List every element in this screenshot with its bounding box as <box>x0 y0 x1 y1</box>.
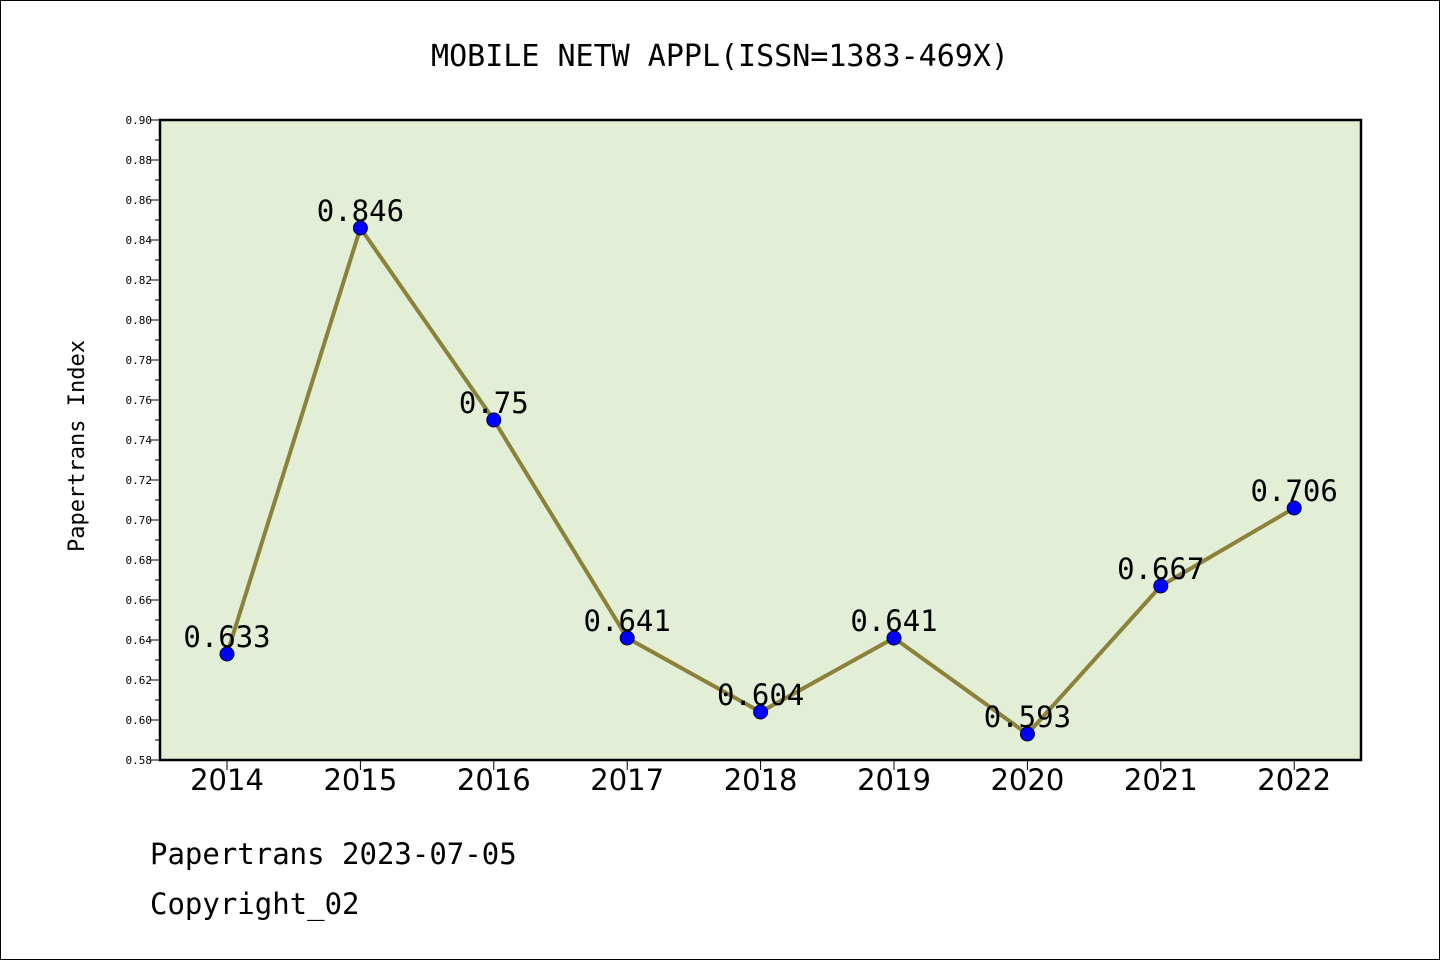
y-tick-label: 0.72 <box>126 474 153 487</box>
data-point <box>1019 726 1035 742</box>
x-tick-label: 2014 <box>190 763 264 797</box>
chart-title: MOBILE NETW APPL(ISSN=1383-469X) <box>431 39 1009 74</box>
data-label: 0.846 <box>317 194 404 228</box>
x-tick-label: 2018 <box>724 763 798 797</box>
data-point <box>753 704 769 720</box>
y-tick-label: 0.78 <box>126 354 153 367</box>
x-tick-label: 2016 <box>457 763 531 797</box>
y-axis-ticks: 0.58 0.60 0.62 0.64 0.66 0.68 0.70 0.72 0.74 0.76… <box>126 114 160 767</box>
y-tick-label: 0.74 <box>126 434 153 447</box>
y-tick-label: 0.66 <box>126 594 153 607</box>
data-point <box>219 646 235 662</box>
data-label: 0.706 <box>1251 474 1338 508</box>
y-tick-label: 0.76 <box>126 394 153 407</box>
data-point <box>886 630 902 646</box>
data-label: 0.593 <box>984 700 1071 734</box>
data-label: 0.641 <box>584 604 671 638</box>
data-point <box>486 412 502 428</box>
data-label: 0.641 <box>850 604 937 638</box>
data-label: 0.604 <box>717 678 804 712</box>
data-point <box>352 220 368 236</box>
data-label: 0.75 <box>459 386 529 420</box>
y-tick-label: 0.58 <box>126 754 153 767</box>
data-label: 0.667 <box>1117 552 1204 586</box>
y-tick-label: 0.84 <box>126 234 153 247</box>
x-tick-label: 2020 <box>990 763 1064 797</box>
x-tick-label: 2019 <box>857 763 931 797</box>
y-tick-label: 0.82 <box>126 274 153 287</box>
y-tick-label: 0.64 <box>126 634 153 647</box>
data-point <box>619 630 635 646</box>
data-label: 0.633 <box>183 620 270 654</box>
y-tick-label: 0.60 <box>126 714 153 727</box>
y-tick-label: 0.62 <box>126 674 153 687</box>
y-tick-label: 0.88 <box>126 154 153 167</box>
data-point <box>1153 578 1169 594</box>
y-axis-label: Papertrans Index <box>65 340 90 552</box>
y-tick-label: 0.80 <box>126 314 153 327</box>
y-tick-label: 0.68 <box>126 554 153 567</box>
x-tick-label: 2015 <box>323 763 397 797</box>
data-point <box>1286 500 1302 516</box>
y-tick-label: 0.70 <box>126 514 153 527</box>
y-tick-label: 0.86 <box>126 194 153 207</box>
data-labels: 0.633 0.846 0.75 0.641 0.604 0.641 0.593 0.667 0… <box>183 194 1338 734</box>
y-tick-label: 0.90 <box>126 114 153 127</box>
plot-border <box>158 118 1363 762</box>
x-tick-label: 2022 <box>1257 763 1331 797</box>
x-tick-label: 2021 <box>1124 763 1198 797</box>
footer-copyright: Copyright_02 <box>150 887 360 922</box>
x-axis-ticks: 2014 2015 2016 2017 2018 2019 2020 2021 2022 <box>190 760 1331 797</box>
x-tick-label: 2017 <box>590 763 664 797</box>
data-points <box>219 220 1302 742</box>
footer-date: Papertrans 2023-07-05 <box>150 837 517 871</box>
